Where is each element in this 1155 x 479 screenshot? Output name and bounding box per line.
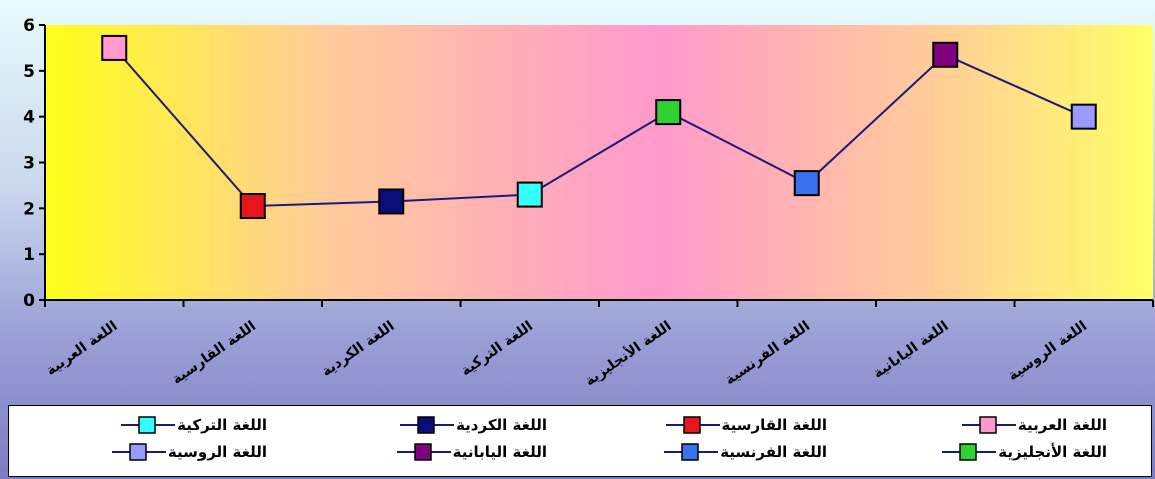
y-tick-label: 3 — [23, 154, 35, 174]
y-tick-label: 2 — [23, 199, 35, 219]
legend-item: اللغة الروسية — [106, 441, 267, 463]
legend: اللغة العربية اللغة القارسية اللغة الكردية… — [8, 405, 1152, 477]
data-point-marker — [932, 41, 959, 68]
x-tick-label: اللغة الأنجليزية — [582, 317, 675, 389]
x-tick-labels: اللغة العربية اللغة القارسية اللغة الكردية… — [43, 317, 1090, 389]
legend-item: اللغة الأنجليزية — [936, 441, 1107, 463]
legend-label: اللغة الروسية — [167, 443, 267, 461]
legend-marker-icon — [396, 443, 451, 461]
y-tick-label: 5 — [23, 62, 35, 82]
legend-marker-icon — [111, 443, 166, 461]
data-point-marker — [101, 34, 128, 61]
series-line — [113, 47, 1085, 208]
legend-item: اللغة التركية — [115, 414, 267, 436]
legend-item: اللغة الكردية — [394, 414, 547, 436]
data-point-marker — [378, 188, 405, 215]
legend-label: اللغة القارسية — [721, 416, 828, 434]
y-axis: 0 1 2 3 4 5 6 — [23, 16, 46, 311]
data-point-marker — [793, 170, 820, 197]
legend-label: اللغة اليابانية — [452, 443, 547, 461]
legend-label: اللغة التركية — [177, 416, 267, 434]
legend-item: اللغة القارسية — [660, 414, 828, 436]
data-point-marker — [1070, 103, 1097, 130]
x-tick-label: اللغة اليابانية — [870, 318, 951, 382]
x-axis — [44, 299, 1154, 307]
legend-label: اللغة الفرنسية — [720, 443, 827, 461]
legend-item: اللغة اليابانية — [391, 441, 547, 463]
legend-marker-icon — [942, 443, 997, 461]
x-tick-label: اللغة الفرنسية — [722, 318, 813, 388]
legend-marker-icon — [400, 416, 455, 434]
data-point-marker — [655, 99, 682, 126]
y-tick-label: 1 — [23, 245, 35, 265]
x-tick-label: اللغة الكردية — [319, 318, 398, 380]
x-tick-label: اللغة العربية — [43, 318, 120, 379]
x-tick-label: اللغة القارسية — [169, 318, 259, 388]
legend-marker-icon — [664, 443, 719, 461]
legend-label: اللغة العربية — [1017, 416, 1107, 434]
legend-item: اللغة الفرنسية — [658, 441, 827, 463]
x-tick-label: اللغة الروسية — [1005, 318, 1090, 384]
y-tick-label: 0 — [23, 291, 35, 311]
legend-marker-icon — [665, 416, 720, 434]
x-tick-label: اللغة التركية — [458, 318, 536, 379]
plot-area — [45, 25, 1153, 300]
y-tick-label: 4 — [23, 108, 35, 128]
legend-label: اللغة الكردية — [456, 416, 547, 434]
legend-marker-icon — [121, 416, 176, 434]
markers — [101, 34, 1097, 220]
data-point-marker — [239, 193, 266, 220]
legend-marker-icon — [961, 416, 1016, 434]
data-point-marker — [516, 181, 543, 208]
legend-item: اللغة العربية — [956, 414, 1107, 436]
y-tick-label: 6 — [23, 16, 35, 36]
legend-label: اللغة الأنجليزية — [998, 443, 1107, 461]
